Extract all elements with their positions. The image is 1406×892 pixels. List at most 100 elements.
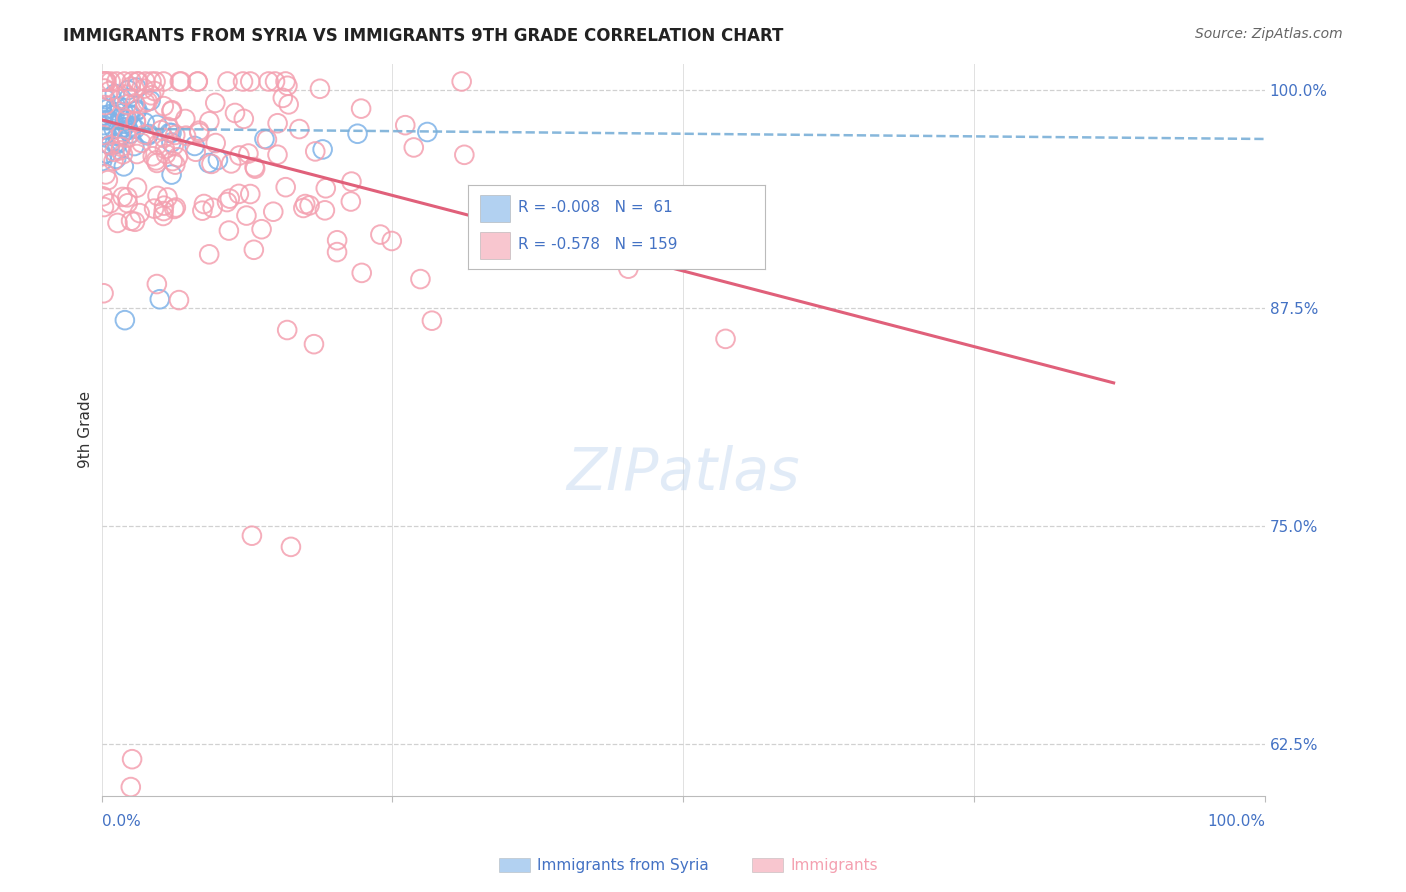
Point xyxy=(165,158,187,172)
Point xyxy=(145,74,167,88)
Point xyxy=(167,293,190,307)
Point xyxy=(218,223,240,237)
Point xyxy=(239,187,262,202)
Point xyxy=(108,100,131,114)
Point xyxy=(98,138,121,153)
Point xyxy=(146,137,169,152)
Point xyxy=(169,74,191,88)
Point xyxy=(453,148,475,162)
Point xyxy=(103,154,125,169)
Point xyxy=(121,752,143,766)
Point xyxy=(243,243,266,257)
Point xyxy=(155,147,177,161)
Point xyxy=(294,197,316,211)
Point xyxy=(117,123,139,137)
Point xyxy=(156,120,179,134)
Point xyxy=(156,190,179,204)
Point xyxy=(150,123,173,137)
Text: IMMIGRANTS FROM SYRIA VS IMMIGRANTS 9TH GRADE CORRELATION CHART: IMMIGRANTS FROM SYRIA VS IMMIGRANTS 9TH … xyxy=(63,27,783,45)
Point xyxy=(160,136,183,150)
Point xyxy=(350,102,373,116)
Point xyxy=(134,74,156,88)
Point xyxy=(114,117,136,131)
Point xyxy=(146,118,169,132)
Point xyxy=(98,107,121,121)
Point xyxy=(143,84,166,98)
Point xyxy=(94,122,117,136)
Point xyxy=(280,540,302,554)
Point xyxy=(188,123,211,137)
Point xyxy=(107,129,129,144)
Point xyxy=(117,112,139,127)
Point xyxy=(94,127,117,141)
Point xyxy=(228,186,250,201)
Point xyxy=(120,107,142,121)
Point xyxy=(160,103,183,118)
Point xyxy=(141,74,163,88)
Point xyxy=(160,168,183,182)
Point xyxy=(115,87,138,102)
Point xyxy=(240,529,263,543)
Point xyxy=(118,108,141,122)
Point xyxy=(97,173,120,187)
Point xyxy=(276,323,298,337)
Point xyxy=(146,277,169,291)
Point xyxy=(111,190,134,204)
Point xyxy=(219,156,242,170)
Point xyxy=(112,105,135,120)
Point xyxy=(120,127,142,141)
Point xyxy=(152,204,174,219)
Text: 0.0%: 0.0% xyxy=(101,814,141,829)
Point xyxy=(146,189,169,203)
Point xyxy=(253,132,276,146)
Point xyxy=(314,203,336,218)
Point xyxy=(117,190,139,204)
Point xyxy=(134,115,156,129)
Point xyxy=(117,83,139,97)
Point xyxy=(98,112,121,127)
Point xyxy=(110,128,132,142)
Point xyxy=(91,128,114,142)
Point xyxy=(170,74,193,88)
Point xyxy=(402,140,425,154)
Point xyxy=(94,74,117,88)
Point xyxy=(243,161,266,176)
Point xyxy=(160,126,183,140)
Point xyxy=(118,91,141,105)
Point xyxy=(149,292,172,306)
Point xyxy=(162,154,184,169)
Y-axis label: 9th Grade: 9th Grade xyxy=(79,392,93,468)
Point xyxy=(197,156,219,170)
Point xyxy=(127,103,149,117)
Point xyxy=(110,143,132,157)
Point xyxy=(302,337,325,351)
Point xyxy=(91,153,114,168)
Point xyxy=(350,266,373,280)
Point xyxy=(153,131,176,145)
Point xyxy=(105,74,128,88)
Point xyxy=(110,92,132,106)
Point xyxy=(416,125,439,139)
Text: 100.0%: 100.0% xyxy=(1206,814,1265,829)
Point xyxy=(93,200,115,214)
Point xyxy=(91,148,114,162)
Point xyxy=(120,780,142,794)
Point xyxy=(145,153,167,168)
Point xyxy=(370,227,392,242)
Point xyxy=(94,92,117,106)
Point xyxy=(121,119,143,133)
Point xyxy=(104,99,127,113)
Point xyxy=(152,209,174,223)
Point xyxy=(617,261,640,276)
Point xyxy=(232,74,254,88)
Point xyxy=(340,194,363,209)
Point xyxy=(115,97,138,112)
Point xyxy=(262,204,284,219)
Point xyxy=(98,84,121,98)
Point xyxy=(131,136,153,150)
Point xyxy=(127,74,149,88)
Point xyxy=(394,118,416,132)
Point xyxy=(103,122,125,136)
Point xyxy=(381,234,404,248)
Text: Source: ZipAtlas.com: Source: ZipAtlas.com xyxy=(1195,27,1343,41)
